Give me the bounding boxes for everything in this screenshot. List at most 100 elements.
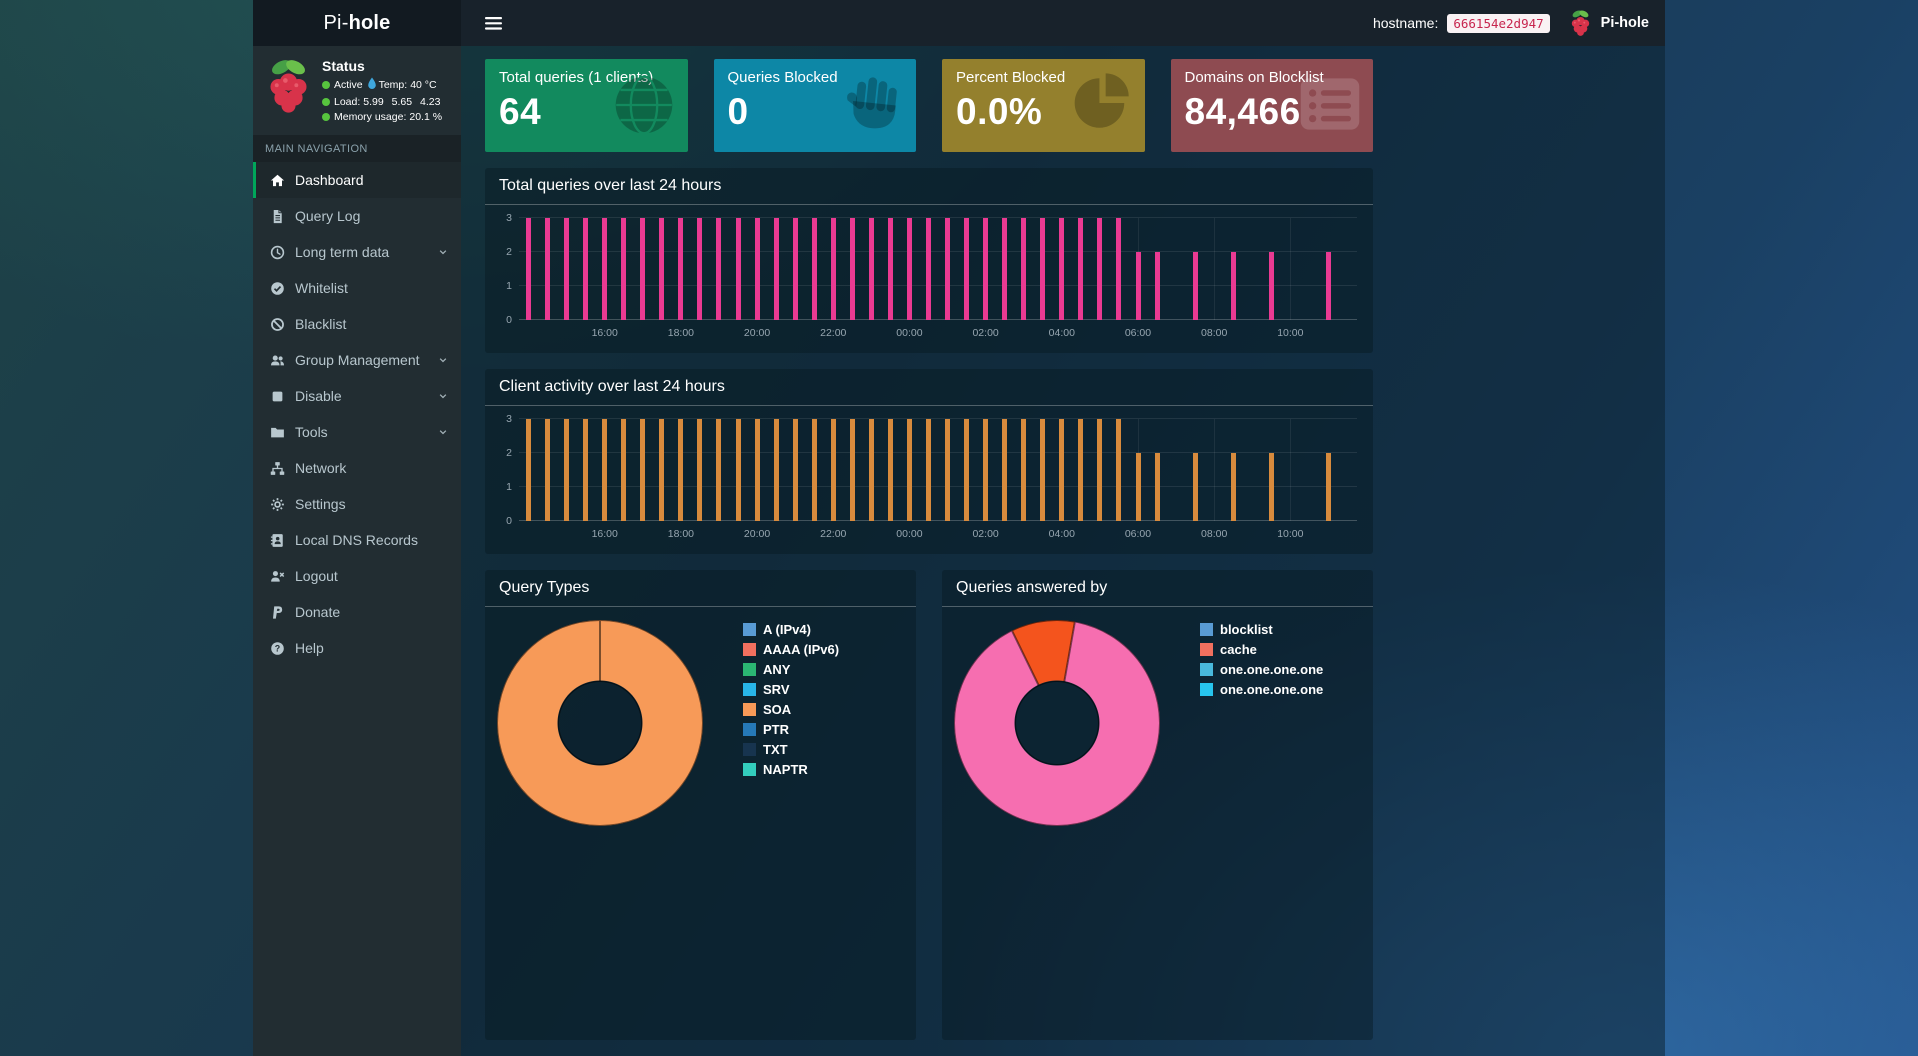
bar-slot [900, 419, 919, 521]
card-label: Domains on Blocklist [1184, 69, 1324, 86]
bar-slot [690, 218, 709, 320]
temp-value: 40 °C [410, 79, 437, 91]
sidebar-item-whitelist[interactable]: Whitelist [253, 270, 461, 306]
bar [754, 419, 760, 521]
panel-body: 0 1 2 3 16:00 18:00 20:00 22:00 00:00 02:00 04:00 0… [485, 205, 1373, 353]
sidebar-item-disable[interactable]: Disable [253, 378, 461, 414]
bar-slot [786, 218, 805, 320]
bar-slot [1224, 419, 1243, 521]
bar-slot [1186, 218, 1205, 320]
query-types-donut[interactable] [497, 620, 703, 826]
bar [583, 218, 589, 320]
bar-slot [1052, 218, 1071, 320]
bar-slot [1167, 218, 1186, 320]
legend-item[interactable]: SRV [743, 682, 839, 697]
bar [526, 419, 532, 521]
question-icon: ? [269, 641, 285, 656]
sidebar-item-label: Help [295, 640, 324, 656]
client-activity-chart[interactable]: 0 1 2 3 16:00 18:00 20:00 22:00 00:00 02:00 04:00 0… [497, 413, 1361, 544]
panel-total-queries: Total queries over last 24 hours 0 1 2 3 16:… [485, 168, 1373, 353]
legend-item[interactable]: ANY [743, 662, 839, 677]
sidebar-item-dashboard[interactable]: Dashboard [253, 162, 461, 198]
bar-slot [919, 419, 938, 521]
legend-item[interactable]: A (IPv4) [743, 622, 839, 637]
sidebar-item-donate[interactable]: Donate [253, 594, 461, 630]
bars-layer [519, 419, 1357, 521]
y-axis-label: 2 [506, 447, 512, 460]
raspberry-logo-icon [265, 57, 312, 125]
summary-cards-row: Total queries (1 clients) 64 Queries Bloc… [485, 59, 1373, 152]
chevron-down-icon [437, 390, 449, 402]
legend-item[interactable]: TXT [743, 742, 839, 757]
x-axis-label: 00:00 [896, 327, 923, 339]
bar [1040, 218, 1046, 320]
sidebar-item-network[interactable]: Network [253, 450, 461, 486]
cogs-icon [269, 497, 285, 512]
app-body: Status Active Temp: 40 °C Load: 5.99 5.65 4… [253, 46, 1665, 1056]
bar [1078, 218, 1084, 320]
bar-slot [900, 218, 919, 320]
legend-item[interactable]: PTR [743, 722, 839, 737]
sidebar-item-label: Query Log [295, 208, 361, 224]
sidebar-toggle-button[interactable] [477, 11, 510, 36]
bar-slot [843, 218, 862, 320]
panel-client-activity: Client activity over last 24 hours 0 1 2 3 1… [485, 369, 1373, 554]
card-value: 0 [727, 91, 749, 132]
bar [1135, 453, 1141, 521]
legend-item[interactable]: AAAA (IPv6) [743, 642, 839, 657]
bar-slot [824, 419, 843, 521]
legend-swatch [1200, 663, 1213, 676]
x-axis-label: 16:00 [591, 327, 618, 339]
legend-item[interactable]: one.one.one.one [1200, 682, 1323, 697]
x-axis-label: 02:00 [972, 327, 999, 339]
legend-label: cache [1220, 642, 1257, 657]
panel-body: blocklist cache one.one.one.one one.one.one… [942, 607, 1373, 836]
brand-logo[interactable]: Pi-hole [253, 0, 461, 46]
bar [906, 218, 912, 320]
load-label: Load: [334, 96, 361, 108]
bar-slot [1033, 218, 1052, 320]
gridline-horizontal [519, 217, 1357, 218]
answered-by-donut[interactable] [954, 620, 1160, 826]
card-value: 0.0% [956, 91, 1043, 132]
legend-item[interactable]: NAPTR [743, 762, 839, 777]
panel-title: Queries answered by [942, 570, 1373, 607]
sidebar-item-local-dns-records[interactable]: Local DNS Records [253, 522, 461, 558]
legend-item[interactable]: one.one.one.one [1200, 662, 1323, 677]
bar [545, 419, 551, 521]
bar [964, 218, 970, 320]
bar-slot [1090, 218, 1109, 320]
card-queries-blocked: Queries Blocked 0 [713, 59, 916, 152]
gridline-vertical [1290, 218, 1292, 320]
bar [849, 218, 855, 320]
sidebar-item-tools[interactable]: Tools [253, 414, 461, 450]
total-queries-chart[interactable]: 0 1 2 3 16:00 18:00 20:00 22:00 00:00 02:00 04:00 0… [497, 212, 1361, 343]
legend-item[interactable]: cache [1200, 642, 1323, 657]
bar [983, 419, 989, 521]
sidebar-item-group-management[interactable]: Group Management [253, 342, 461, 378]
bar [583, 419, 589, 521]
brand-prefix: Pi- [323, 11, 349, 34]
sidebar-item-help[interactable]: ? Help [253, 630, 461, 666]
gridline-horizontal [519, 285, 1357, 287]
card-total-queries-1-clients: Total queries (1 clients) 64 [485, 59, 688, 152]
legend-label: NAPTR [763, 762, 808, 777]
card-label: Queries Blocked [727, 69, 838, 86]
panel-body: A (IPv4) AAAA (IPv6) ANY SRV SOA PTR TXT NAPTR [485, 607, 916, 836]
sidebar-item-long-term-data[interactable]: Long term data [253, 234, 461, 270]
legend-item[interactable]: blocklist [1200, 622, 1323, 637]
sidebar-item-settings[interactable]: Settings [253, 486, 461, 522]
sidebar-item-logout[interactable]: Logout [253, 558, 461, 594]
sidebar-item-blacklist[interactable]: Blacklist [253, 306, 461, 342]
bar [564, 218, 570, 320]
y-axis-label: 1 [506, 280, 512, 293]
bar [964, 419, 970, 521]
legend-item[interactable]: SOA [743, 702, 839, 717]
bar-slot [519, 218, 538, 320]
sidebar-item-label: Long term data [295, 244, 390, 260]
bar [716, 419, 722, 521]
sidebar-item-query-log[interactable]: Query Log [253, 198, 461, 234]
bar-slot [1243, 218, 1262, 320]
bar-slot [976, 419, 995, 521]
